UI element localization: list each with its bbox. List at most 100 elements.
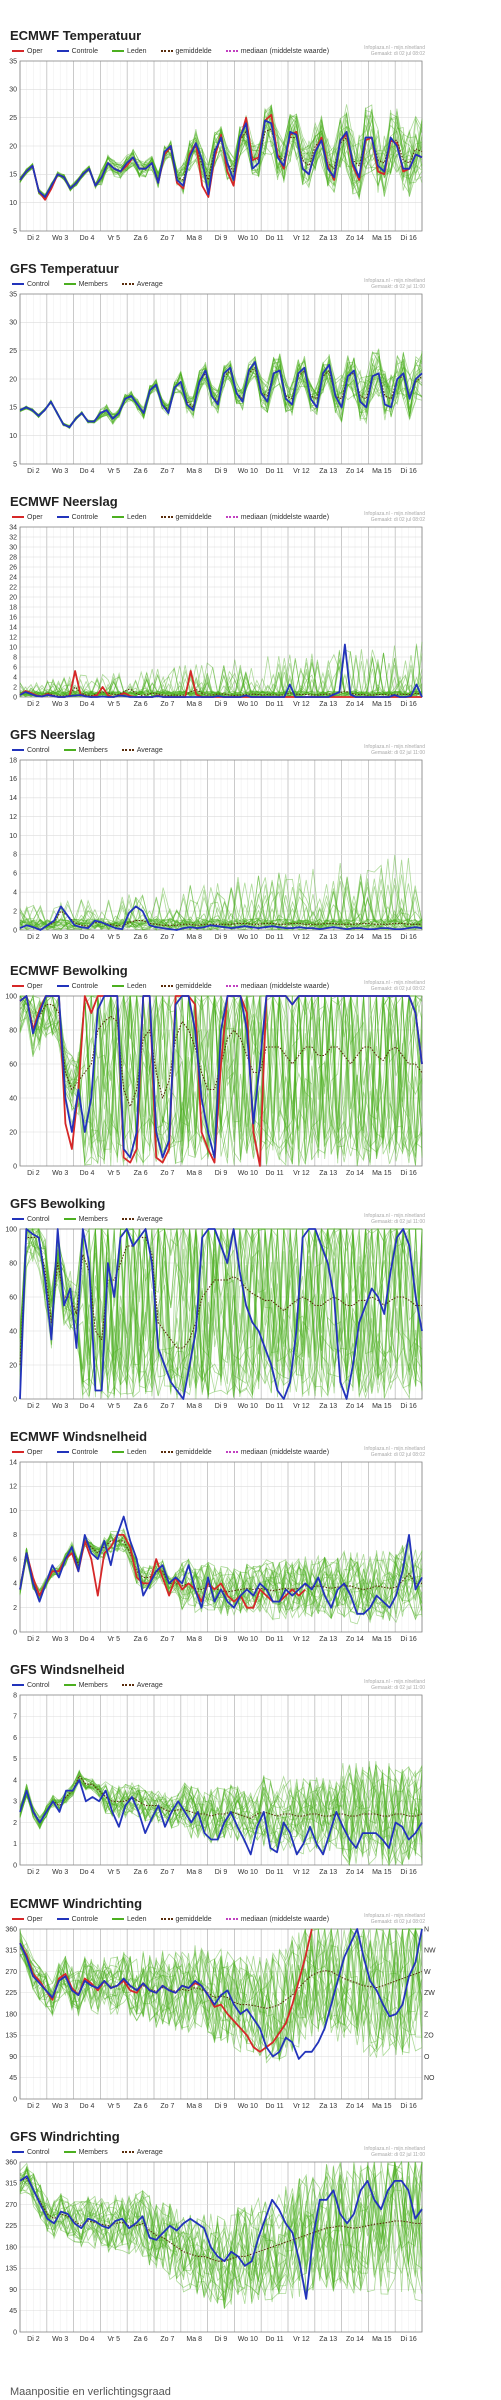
grid bbox=[19, 526, 423, 698]
legend-item: gemiddelde bbox=[160, 48, 212, 55]
y-tick-label: 25 bbox=[9, 115, 17, 122]
member-line bbox=[19, 653, 423, 698]
y-tick-label: 60 bbox=[9, 1294, 17, 1301]
x-tick-label: Vr 12 bbox=[293, 701, 310, 708]
member-line bbox=[19, 874, 423, 931]
member-line bbox=[19, 994, 423, 1166]
y-tick-label: 12 bbox=[9, 1484, 17, 1491]
legend-swatch bbox=[63, 1684, 76, 1687]
chart-legend: Oper Controle Leden gemiddelde mediaan (midd… bbox=[12, 48, 343, 58]
legend-label: mediaan (middelste waarde) bbox=[240, 48, 330, 55]
x-tick-label: Zo 7 bbox=[160, 2336, 174, 2343]
legend-label: Leden bbox=[127, 1449, 147, 1456]
chart-plot: 0 45 90 135 180 225 270 315 360 N NW W ZW Z ZO O NO Di 2 W… bbox=[5, 1926, 436, 2110]
x-tick-label: Di 2 bbox=[27, 2103, 40, 2110]
member-line bbox=[19, 1227, 423, 1399]
x-tick-label: Wo 3 bbox=[52, 2103, 68, 2110]
control-line bbox=[19, 643, 423, 698]
x-tick-label: Zo 14 bbox=[346, 934, 364, 941]
legend-label: Leden bbox=[127, 1916, 147, 1923]
y-tick-label: 6 bbox=[13, 1556, 17, 1563]
member-line bbox=[19, 875, 423, 931]
x-tick-label: Zo 14 bbox=[346, 235, 364, 242]
plot-frame bbox=[19, 995, 423, 1167]
y-tick-label: 18 bbox=[9, 757, 17, 764]
legend-label: Leden bbox=[127, 983, 147, 990]
member-line bbox=[19, 1773, 423, 1860]
legend-label: Average bbox=[136, 747, 163, 754]
member-line bbox=[19, 868, 423, 931]
legend-swatch bbox=[121, 1684, 134, 1687]
x-tick-label: Wo 3 bbox=[52, 2336, 68, 2343]
member-line bbox=[19, 868, 423, 931]
legend-swatch bbox=[12, 749, 24, 752]
member-line bbox=[19, 875, 423, 931]
member-line bbox=[19, 645, 423, 698]
y-tick-label: 360 bbox=[5, 2159, 17, 2166]
y-tick-label: 40 bbox=[9, 1328, 17, 1335]
legend-item: Control bbox=[12, 1216, 50, 1223]
legend-item: Members bbox=[63, 1682, 108, 1689]
chart-legend: Control Members Average bbox=[12, 281, 177, 291]
legend-swatch bbox=[63, 749, 76, 752]
member-line bbox=[19, 2170, 423, 2303]
x-tick-label: Do 4 bbox=[80, 468, 95, 475]
legend-label: Leden bbox=[127, 48, 147, 55]
y-tick-label-right: O bbox=[424, 2054, 430, 2061]
legend-swatch bbox=[225, 50, 238, 53]
y-tick-label: 20 bbox=[9, 1362, 17, 1369]
x-tick-label: Ma 8 bbox=[186, 934, 202, 941]
y-tick-label: 16 bbox=[9, 776, 17, 783]
plot-frame bbox=[19, 293, 423, 465]
x-tick-label: Zo 14 bbox=[346, 1403, 364, 1410]
member-line bbox=[19, 2160, 423, 2304]
y-tick-label: 0 bbox=[13, 2096, 17, 2103]
y-tick-label: 20 bbox=[9, 594, 17, 601]
x-tick-label: Do 11 bbox=[266, 468, 284, 475]
legend-label: mediaan (middelste waarde) bbox=[240, 1449, 330, 1456]
x-tick-label: Di 2 bbox=[27, 934, 40, 941]
y-tick-label: 2 bbox=[13, 908, 17, 915]
x-tick-label: Zo 7 bbox=[160, 468, 174, 475]
member-line bbox=[19, 1767, 423, 1864]
legend-swatch bbox=[56, 1918, 69, 1921]
legend-item: Leden bbox=[112, 1916, 147, 1923]
legend-item: Controle bbox=[56, 983, 98, 990]
member-line bbox=[19, 1765, 423, 1866]
chart-credit: Infoplaza.nl - mijn.nlnetland Gemaakt: di… bbox=[364, 278, 425, 290]
member-line bbox=[19, 2171, 423, 2294]
grid bbox=[19, 293, 423, 465]
chart-legend: Oper Controle Leden gemiddelde mediaan (midd… bbox=[12, 1916, 343, 1926]
member-line bbox=[19, 995, 423, 1165]
chart-plot: 0 45 90 135 180 225 270 315 360 Di 2 Wo 3 Do 4 Vr 5 Z… bbox=[5, 2159, 423, 2343]
y-tick-label: 10 bbox=[9, 644, 17, 651]
legend-item: Members bbox=[63, 2149, 108, 2156]
member-line bbox=[19, 878, 423, 931]
x-tick-label: Zo 7 bbox=[160, 934, 174, 941]
y-tick-label: 10 bbox=[9, 433, 17, 440]
x-tick-label: Do 11 bbox=[266, 701, 284, 708]
member-line bbox=[19, 1535, 423, 1618]
oper-line bbox=[19, 1534, 306, 1609]
x-tick-label: Ma 8 bbox=[186, 235, 202, 242]
x-tick-label: Ma 8 bbox=[186, 1869, 202, 1876]
x-tick-label: Za 13 bbox=[319, 2103, 337, 2110]
x-tick-label: Wo 10 bbox=[238, 2103, 258, 2110]
y-tick-label-right: Z bbox=[424, 2011, 429, 2018]
x-tick-label: Vr 5 bbox=[108, 934, 121, 941]
legend-item: mediaan (middelste waarde) bbox=[225, 514, 329, 521]
chart-credit: Infoplaza.nl - mijn.nlnetland Gemaakt: di… bbox=[364, 511, 425, 523]
x-tick-label: Di 2 bbox=[27, 235, 40, 242]
y-tick-label: 10 bbox=[9, 833, 17, 840]
x-tick-label: Za 6 bbox=[134, 468, 148, 475]
x-tick-label: Ma 15 bbox=[372, 1869, 392, 1876]
y-tick-label: 14 bbox=[9, 624, 17, 631]
chart-title: ECMWF Bewolking bbox=[10, 963, 128, 978]
legend-item: Average bbox=[121, 1682, 163, 1689]
legend-swatch bbox=[56, 516, 69, 519]
legend-label: Controle bbox=[71, 48, 99, 55]
chart-panel: GFS Windsnelheid Control Members Average I… bbox=[0, 1662, 501, 1895]
legend-swatch bbox=[56, 50, 69, 53]
x-tick-label: Za 13 bbox=[319, 2336, 337, 2343]
member-line bbox=[19, 641, 423, 698]
